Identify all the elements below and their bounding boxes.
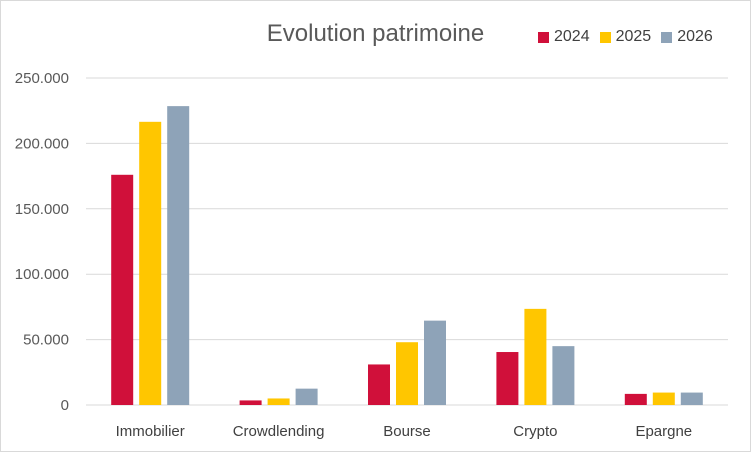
bar-2025-crowdlending — [267, 398, 290, 405]
bar-2024-crowdlending — [239, 400, 262, 405]
y-tick-label: 100.000 — [15, 266, 69, 283]
x-tick-label: Crowdlending — [233, 423, 325, 440]
legend-item-2024: 2024 — [538, 28, 590, 46]
legend-swatch-2025 — [599, 31, 611, 43]
chart-title: Evolution patrimoine — [0, 20, 751, 48]
y-tick-label: 50.000 — [23, 332, 69, 349]
bar-2024-bourse — [368, 364, 390, 405]
x-tick-label: Epargne — [635, 423, 692, 440]
bar-2025-immobilier — [139, 121, 162, 406]
bar-2026-bourse — [424, 320, 446, 405]
bar-2024-crypto — [496, 352, 519, 405]
legend: 2024 2025 2026 — [538, 28, 713, 46]
bar-2025-epargne — [652, 392, 675, 405]
legend-label-2025: 2025 — [615, 28, 652, 45]
bar-2025-crypto — [524, 308, 547, 405]
x-tick-label: Crypto — [513, 423, 557, 440]
y-tick-label: 0 — [61, 397, 69, 414]
legend-label-2026: 2026 — [677, 28, 713, 45]
chart-title-text: Evolution patrimoine — [266, 20, 485, 47]
legend-label-2024: 2024 — [554, 28, 590, 45]
bar-2026-crowdlending — [295, 388, 318, 405]
legend-item-2026: 2026 — [661, 28, 713, 46]
legend-swatch-2026 — [661, 31, 673, 43]
x-tick-label: Immobilier — [116, 423, 185, 440]
x-tick-label: Bourse — [383, 423, 431, 440]
bar-2025-bourse — [396, 342, 418, 405]
legend-swatch-2024 — [538, 31, 549, 43]
y-tick-label: 150.000 — [15, 201, 69, 218]
bar-2026-immobilier — [167, 106, 190, 405]
bar-2024-epargne — [624, 393, 647, 405]
legend-item-2025: 2025 — [599, 28, 652, 46]
bar-2024-immobilier — [111, 174, 134, 405]
y-tick-label: 250.000 — [15, 70, 69, 87]
bar-2026-crypto — [552, 346, 575, 405]
y-tick-label: 200.000 — [15, 135, 69, 152]
bar-2026-epargne — [680, 392, 703, 405]
